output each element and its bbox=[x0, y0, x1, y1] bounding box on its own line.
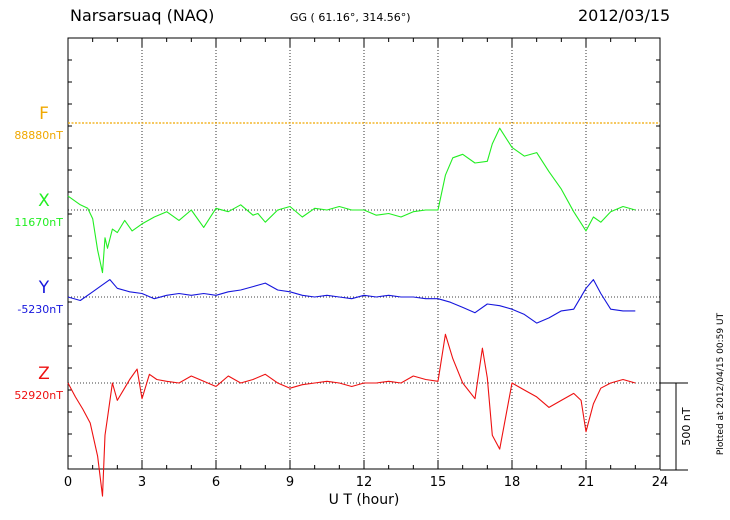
x-tick-label: 0 bbox=[64, 475, 72, 490]
series-baseline-y: -5230nT bbox=[17, 303, 63, 316]
series-name-f: F bbox=[39, 104, 49, 124]
x-tick-label: 24 bbox=[652, 475, 669, 490]
x-tick-label: 6 bbox=[212, 475, 220, 490]
x-tick-label: 9 bbox=[286, 475, 294, 490]
station-title: Narsarsuaq (NAQ) bbox=[70, 6, 215, 25]
plot-date: 2012/03/15 bbox=[578, 6, 671, 25]
x-tick-label: 3 bbox=[138, 475, 146, 490]
series-name-z: Z bbox=[38, 364, 50, 384]
station-coordinates: GG ( 61.16°, 314.56°) bbox=[290, 11, 411, 24]
series-baseline-x: 11670nT bbox=[14, 216, 63, 229]
series-line-x bbox=[67, 127, 636, 274]
x-tick-label: 12 bbox=[356, 475, 373, 490]
x-axis-label: U T (hour) bbox=[329, 492, 400, 508]
series-name-y: Y bbox=[38, 278, 50, 298]
x-tick-label: 15 bbox=[430, 475, 447, 490]
x-tick-label: 18 bbox=[504, 475, 521, 490]
x-tick-label: 21 bbox=[578, 475, 595, 490]
series-line-y bbox=[67, 279, 636, 324]
series-name-x: X bbox=[38, 191, 50, 211]
series-line-z bbox=[67, 333, 636, 497]
series-baseline-f: 88880nT bbox=[14, 129, 63, 142]
series-baseline-z: 52920nT bbox=[14, 389, 63, 402]
plotted-at-text: Plotted at 2012/04/15 00:59 UT bbox=[716, 312, 726, 455]
scale-bar-label: 500 nT bbox=[680, 407, 693, 445]
